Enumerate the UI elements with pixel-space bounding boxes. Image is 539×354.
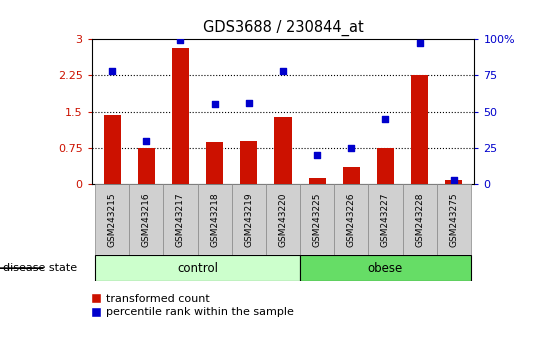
Text: control: control bbox=[177, 262, 218, 275]
Bar bbox=[266, 184, 300, 255]
Bar bbox=[309, 178, 326, 184]
Bar bbox=[129, 184, 163, 255]
Point bbox=[279, 68, 287, 74]
Bar bbox=[103, 115, 121, 184]
Text: GSM243217: GSM243217 bbox=[176, 192, 185, 247]
Point bbox=[381, 116, 390, 122]
Bar bbox=[445, 180, 462, 184]
Text: GSM243220: GSM243220 bbox=[279, 192, 287, 247]
Bar bbox=[377, 148, 394, 184]
Text: GSM243225: GSM243225 bbox=[313, 192, 322, 247]
Point bbox=[210, 101, 219, 107]
Bar bbox=[403, 184, 437, 255]
Bar bbox=[206, 142, 223, 184]
Bar bbox=[163, 184, 198, 255]
Point bbox=[347, 145, 356, 151]
Point bbox=[108, 68, 116, 74]
Bar bbox=[343, 167, 360, 184]
Bar bbox=[368, 184, 403, 255]
Text: GSM243227: GSM243227 bbox=[381, 192, 390, 247]
Legend: transformed count, percentile rank within the sample: transformed count, percentile rank withi… bbox=[86, 290, 299, 322]
Point bbox=[450, 177, 458, 183]
Text: GSM243219: GSM243219 bbox=[244, 192, 253, 247]
Bar bbox=[95, 255, 300, 281]
Text: GSM243215: GSM243215 bbox=[108, 192, 116, 247]
Bar bbox=[437, 184, 471, 255]
Bar bbox=[334, 184, 368, 255]
Bar bbox=[300, 255, 471, 281]
Text: GSM243275: GSM243275 bbox=[450, 192, 458, 247]
Text: GSM243226: GSM243226 bbox=[347, 192, 356, 247]
Bar bbox=[300, 184, 334, 255]
Bar bbox=[198, 184, 232, 255]
Bar bbox=[240, 141, 257, 184]
Point bbox=[176, 38, 185, 43]
Text: obese: obese bbox=[368, 262, 403, 275]
Point bbox=[142, 138, 150, 143]
Bar bbox=[138, 148, 155, 184]
Point bbox=[313, 152, 321, 158]
Text: GSM243228: GSM243228 bbox=[415, 192, 424, 247]
Bar bbox=[274, 117, 292, 184]
Point bbox=[245, 100, 253, 105]
Bar bbox=[232, 184, 266, 255]
Text: disease state: disease state bbox=[3, 263, 77, 273]
Text: GSM243216: GSM243216 bbox=[142, 192, 151, 247]
Text: GSM243218: GSM243218 bbox=[210, 192, 219, 247]
Title: GDS3688 / 230844_at: GDS3688 / 230844_at bbox=[203, 20, 363, 36]
Bar bbox=[172, 48, 189, 184]
Bar bbox=[95, 184, 129, 255]
Bar bbox=[411, 75, 428, 184]
Point bbox=[416, 40, 424, 46]
